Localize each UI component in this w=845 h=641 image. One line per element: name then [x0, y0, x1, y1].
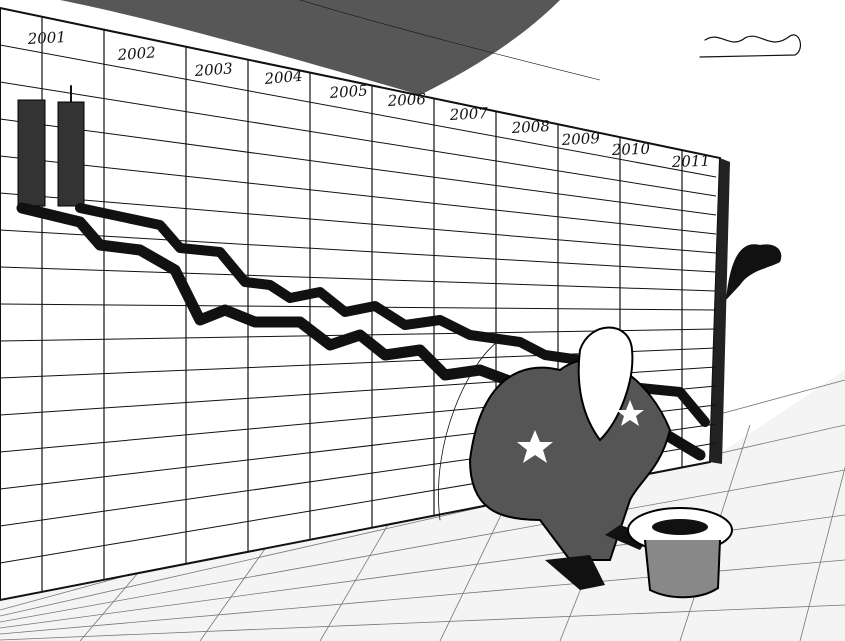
grid-h: [0, 155, 717, 235]
year-label: 2002: [116, 43, 156, 64]
wall-edge: [710, 158, 730, 464]
year-label: 2011: [671, 152, 711, 171]
tile-line: [0, 469, 845, 623]
grid-h: [0, 192, 717, 254]
tower: [17, 99, 46, 207]
year-label: 2005: [328, 81, 368, 102]
year-labels: 2001 2002 2003 2004 2005 2006 2007 2008 2009 2010…: [26, 28, 710, 171]
grid-h: [0, 229, 717, 273]
year-label: 2004: [263, 67, 304, 88]
grid-h: [0, 118, 717, 216]
sky-stroke: [299, 0, 601, 81]
year-label: 2007: [448, 104, 489, 124]
year-label: 2010: [611, 140, 651, 159]
year-label: 2001: [26, 28, 66, 48]
tile-line: [799, 466, 845, 641]
sky-hatching: [60, 0, 560, 95]
year-label: 2009: [560, 129, 601, 149]
year-label: 2003: [193, 59, 233, 80]
grid-h: [0, 44, 717, 178]
year-label: 2008: [510, 117, 550, 137]
tower: [57, 101, 85, 207]
tile-line: [0, 604, 845, 641]
hat: [627, 507, 733, 599]
grid-h: [0, 266, 717, 292]
uncle-sam: [438, 326, 672, 590]
floor: [0, 370, 845, 641]
year-label: 2006: [386, 90, 427, 110]
peeking-figure: [726, 244, 782, 300]
grid-h: [0, 81, 717, 197]
signature: [699, 34, 802, 58]
